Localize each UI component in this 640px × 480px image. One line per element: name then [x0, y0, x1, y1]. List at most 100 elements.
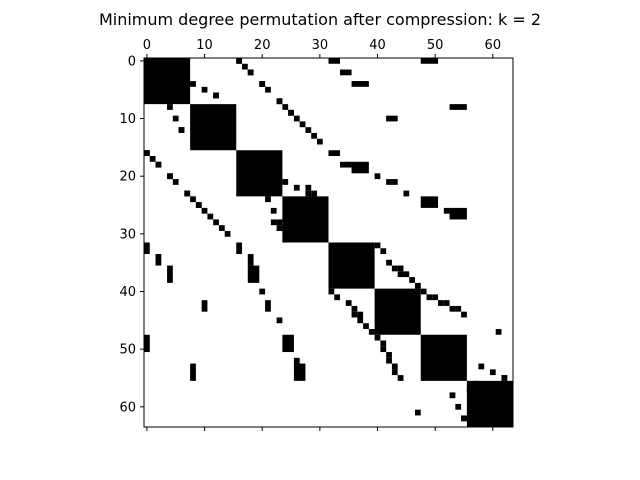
- nonzero-entry: [328, 58, 341, 64]
- nonzero-entry: [403, 271, 410, 278]
- nonzero-entry: [374, 334, 381, 341]
- diagonal-block: [374, 288, 421, 335]
- nonzero-entry: [178, 127, 185, 133]
- nonzero-entry: [213, 92, 219, 99]
- nonzero-entry: [466, 386, 473, 393]
- nonzero-entry: [455, 305, 462, 312]
- nonzero-entry: [414, 282, 421, 289]
- nonzero-entry: [328, 288, 335, 295]
- nonzero-entry: [351, 161, 369, 174]
- nonzero-entry: [270, 219, 277, 226]
- nonzero-entry: [357, 317, 364, 324]
- nonzero-entry: [172, 115, 179, 122]
- nonzero-entry: [282, 225, 289, 231]
- x-tick-label: 40: [369, 38, 386, 53]
- diagonal-block: [236, 150, 283, 197]
- diagonal-block: [144, 58, 191, 105]
- nonzero-entry: [386, 357, 392, 364]
- nonzero-entry: [397, 265, 404, 272]
- nonzero-entry: [293, 184, 300, 191]
- nonzero-entry: [155, 161, 162, 168]
- nonzero-entry: [391, 363, 398, 370]
- nonzero-entry: [201, 300, 208, 312]
- nonzero-entry: [449, 392, 456, 399]
- x-tick-label: 50: [427, 38, 444, 53]
- nonzero-entry: [391, 369, 398, 376]
- nonzero-entry: [247, 69, 254, 76]
- nonzero-entry: [391, 265, 398, 272]
- nonzero-entry: [276, 98, 283, 105]
- x-tick-label: 10: [196, 38, 213, 53]
- nonzero-entry: [207, 213, 214, 220]
- nonzero-entry: [195, 202, 202, 208]
- nonzero-entry: [167, 104, 173, 110]
- nonzero-entry: [316, 138, 323, 145]
- nonzero-entry: [190, 196, 196, 203]
- diagonal-block: [466, 380, 513, 427]
- nonzero-entry: [276, 317, 283, 324]
- x-tick-label: 60: [485, 38, 502, 53]
- nonzero-entry: [489, 369, 496, 376]
- diagonal-block: [282, 196, 329, 243]
- nonzero-entry: [293, 115, 300, 122]
- nonzero-entry: [282, 334, 294, 353]
- nonzero-entry: [386, 115, 398, 122]
- nonzero-entry: [380, 340, 387, 347]
- plot-frame: [143, 57, 514, 428]
- x-axis: 0 10 20 30 40 50 60: [143, 38, 501, 431]
- y-tick-label: 50: [119, 343, 136, 358]
- nonzero-entry: [305, 184, 312, 191]
- nonzero-entry: [282, 179, 289, 185]
- y-tick-label: 30: [119, 227, 136, 242]
- nonzero-entry: [190, 363, 196, 381]
- nonzero-entry: [363, 323, 369, 329]
- nonzero-entry: [236, 242, 243, 255]
- nonzero-entry: [345, 300, 352, 306]
- x-tick-label: 20: [254, 38, 271, 53]
- nonzero-entry: [397, 375, 404, 381]
- nonzero-entry: [443, 207, 450, 214]
- nonzero-entry: [420, 196, 439, 208]
- nonzero-entry: [368, 328, 375, 335]
- nonzero-entry: [426, 294, 433, 301]
- nonzero-entry: [144, 150, 150, 157]
- nonzero-entry: [184, 190, 191, 197]
- nonzero-entry: [247, 265, 260, 283]
- nonzero-entry: [299, 121, 306, 128]
- nonzero-entry: [438, 300, 444, 306]
- nonzero-entry: [334, 294, 341, 301]
- nonzero-entry: [149, 156, 156, 162]
- nonzero-entry: [236, 58, 243, 64]
- nonzero-entry: [386, 352, 392, 358]
- nonzero-entry: [420, 58, 439, 64]
- nonzero-entry: [449, 305, 456, 312]
- nonzero-entry: [461, 415, 467, 422]
- nonzero-entry: [259, 81, 266, 87]
- nonzero-entry: [282, 104, 289, 110]
- diagonal-block: [328, 242, 375, 289]
- nonzero-entry: [265, 196, 271, 203]
- nonzero-entry: [478, 392, 485, 399]
- nonzero-entry: [167, 173, 173, 180]
- nonzero-entry: [357, 311, 364, 318]
- nonzero-entry: [190, 81, 196, 87]
- nonzero-entry: [340, 69, 352, 76]
- nonzero-entry: [305, 190, 312, 197]
- nonzero-entry: [293, 363, 306, 381]
- nonzero-entry: [380, 248, 387, 255]
- nonzero-entry: [380, 346, 387, 353]
- nonzero-entry: [420, 288, 427, 295]
- nonzero-entry: [311, 132, 317, 139]
- y-tick-label: 60: [119, 400, 136, 415]
- nonzero-entry: [501, 375, 508, 381]
- y-axis: 0 10 20 30 40 50 60: [119, 54, 144, 415]
- nonzero-entry: [461, 311, 467, 318]
- nonzero-entry: [374, 242, 381, 249]
- nonzero-entry: [328, 150, 341, 157]
- nonzero-entry: [397, 271, 404, 278]
- nonzero-entry: [403, 190, 410, 197]
- nonzero-entry: [218, 225, 225, 231]
- y-tick-label: 20: [119, 170, 136, 185]
